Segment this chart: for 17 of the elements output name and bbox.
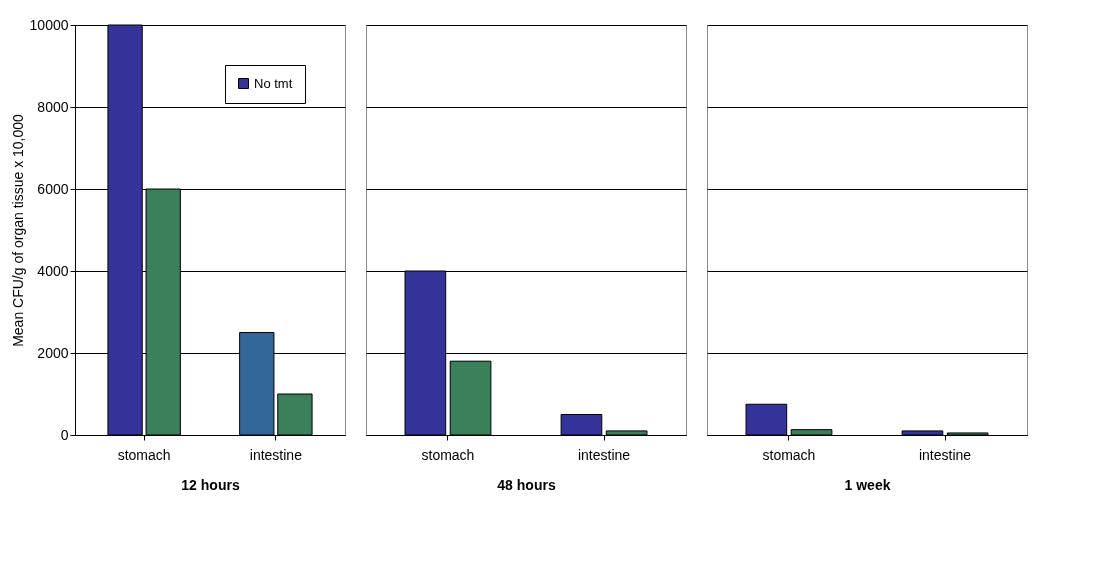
- legend-label: No tmt: [254, 75, 293, 91]
- x-tick-label: intestine: [249, 446, 303, 463]
- x-tick-label: stomach: [421, 446, 475, 463]
- y-tick-label: 6000: [37, 180, 69, 197]
- x-tick-label: stomach: [117, 446, 171, 463]
- y-axis-title: Mean CFU/g of organ tissue x 10,000: [9, 113, 26, 347]
- y-tick-label: 2000: [37, 344, 69, 361]
- x-tick-label: intestine: [577, 446, 631, 463]
- x-tick-label: stomach: [762, 446, 816, 463]
- x-axis-title: 12 hours: [181, 476, 240, 493]
- y-tick-label: 0: [60, 426, 69, 443]
- y-tick-label: 4000: [37, 262, 69, 279]
- y-tick-label: 10000: [29, 16, 69, 33]
- y-tick-label: 8000: [37, 98, 69, 115]
- x-tick-label: intestine: [918, 446, 972, 463]
- x-axis-title: 48 hours: [497, 476, 556, 493]
- x-axis-title: 1 week: [844, 476, 891, 493]
